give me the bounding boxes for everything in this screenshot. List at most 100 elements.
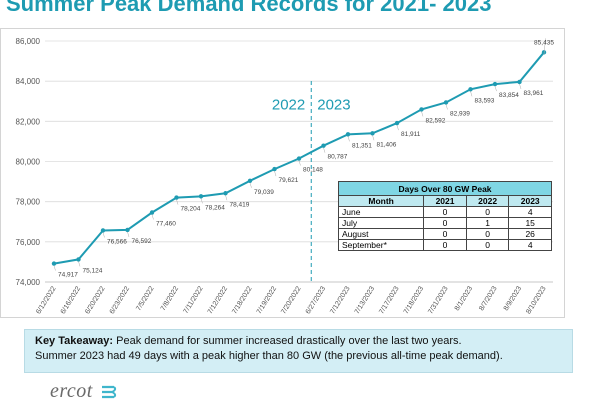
data-point — [174, 195, 179, 200]
table-row: June 0 0 4 — [337, 206, 552, 218]
table-header-2022: 2022 — [465, 195, 510, 207]
data-label: 81,406 — [377, 141, 397, 148]
data-label-leader — [176, 199, 179, 205]
x-tick-label: 8/1/2023 — [454, 285, 474, 312]
x-tick-label: 7/5/2022 — [135, 285, 155, 312]
x-tick-label: 7/18/2023 — [403, 285, 425, 315]
takeaway-line-1: Key Takeaway: Peak demand for summer inc… — [35, 334, 562, 349]
table-cell: 1 — [465, 217, 510, 229]
x-tick-label: 7/11/2022 — [183, 285, 205, 315]
table-cell: 4 — [508, 239, 552, 251]
x-tick-label: 7/31/2023 — [427, 285, 449, 315]
data-point — [468, 87, 473, 92]
data-label-leader — [470, 91, 473, 97]
x-tick-label: 7/8/2022 — [160, 285, 180, 312]
data-label-leader — [421, 111, 424, 117]
y-tick-label: 80,000 — [16, 158, 41, 167]
y-tick-label: 76,000 — [16, 238, 41, 247]
data-label-leader — [102, 232, 105, 238]
takeaway-text-1: Peak demand for summer increased drastic… — [113, 335, 462, 347]
year-label-2023: 2023 — [317, 96, 350, 113]
data-point — [272, 166, 277, 172]
data-label-leader — [494, 86, 497, 92]
x-tick-label: 7/13/2023 — [354, 285, 376, 315]
table-header-2021: 2021 — [423, 195, 467, 207]
data-point — [517, 79, 522, 85]
x-tick-label: 7/17/2023 — [378, 285, 400, 315]
page-title: Summer Peak Demand Records for 2021- 202… — [6, 0, 492, 16]
data-point — [51, 261, 57, 266]
data-label: 82,939 — [450, 110, 470, 117]
y-tick-label: 84,000 — [16, 77, 41, 86]
ercot-logo-mark-icon — [102, 385, 117, 399]
takeaway-line-2: Summer 2023 had 49 days with a peak high… — [35, 350, 503, 362]
y-tick-label: 86,000 — [16, 37, 41, 46]
x-tick-label: 7/20/2022 — [280, 285, 302, 315]
data-point — [125, 227, 130, 233]
y-tick-label: 78,000 — [16, 198, 41, 207]
data-label: 81,351 — [352, 142, 372, 149]
data-point — [443, 100, 449, 105]
x-tick-label: 6/20/2022 — [84, 285, 106, 315]
data-point — [345, 132, 351, 137]
data-label-leader — [445, 104, 448, 110]
table-cell: 26 — [508, 228, 552, 240]
data-label-leader — [274, 171, 277, 177]
data-label-leader — [396, 125, 399, 131]
data-point — [149, 210, 155, 215]
data-label-leader — [323, 147, 326, 153]
table-row: July 0 1 15 — [337, 217, 552, 229]
data-point — [296, 156, 302, 161]
data-label-leader — [151, 214, 154, 220]
data-label: 78,204 — [181, 206, 201, 213]
x-tick-label: 6/16/2022 — [60, 285, 82, 315]
data-label: 81,911 — [401, 131, 421, 138]
table-cell: 0 — [465, 228, 510, 240]
data-label-leader — [249, 182, 252, 188]
key-takeaway-box: Key Takeaway: Peak demand for summer inc… — [24, 329, 573, 373]
data-label: 74,917 — [58, 272, 78, 279]
table-cell: 0 — [423, 239, 467, 251]
x-tick-label: 8/7/2023 — [478, 285, 498, 312]
days-over-80gw-table: Days Over 80 GW Peak Month 2021 2022 202… — [337, 181, 552, 251]
data-label-leader — [127, 231, 130, 238]
data-label-leader — [372, 135, 375, 141]
table-cell-month: July — [337, 217, 425, 229]
data-point — [394, 120, 400, 126]
data-label: 80,148 — [303, 167, 323, 174]
data-point — [100, 228, 106, 233]
data-point — [321, 143, 326, 148]
data-label: 76,566 — [107, 238, 127, 245]
data-point — [198, 194, 204, 199]
table-cell: 0 — [423, 206, 467, 218]
y-tick-label: 82,000 — [16, 117, 41, 126]
x-tick-label: 8/10/2023 — [525, 285, 547, 315]
table-row: August 0 0 26 — [337, 228, 552, 240]
table-cell: 15 — [508, 217, 552, 229]
x-tick-label: 6/23/2022 — [109, 285, 131, 315]
data-label: 76,592 — [132, 238, 152, 245]
data-label: 83,854 — [499, 92, 519, 99]
data-label: 83,961 — [524, 90, 544, 97]
data-label-leader — [225, 195, 228, 201]
data-label: 78,264 — [205, 204, 225, 211]
x-tick-label: 6/27/2023 — [305, 285, 327, 315]
data-label: 77,460 — [156, 221, 176, 228]
data-label-leader — [53, 265, 56, 271]
table-cell: 0 — [423, 228, 467, 240]
data-point — [370, 131, 375, 136]
y-tick-label: 74,000 — [16, 278, 41, 287]
takeaway-label: Key Takeaway: — [35, 335, 114, 347]
table-cell-month: September* — [337, 239, 425, 251]
x-tick-label: 7/12/2023 — [329, 285, 351, 315]
data-label-leader — [298, 160, 301, 166]
x-tick-label: 7/12/2022 — [207, 285, 229, 315]
data-label-leader — [200, 198, 203, 204]
x-tick-label: 6/12/2022 — [35, 285, 57, 315]
table-header-2023: 2023 — [508, 195, 552, 207]
peak-demand-line-chart: 74,000 76,000 78,000 80,000 82,000 84,000 86,0… — [16, 37, 555, 315]
table-cell: 4 — [508, 206, 552, 218]
data-point — [223, 191, 228, 196]
data-point — [492, 81, 498, 87]
table-header-month: Month — [337, 195, 425, 207]
